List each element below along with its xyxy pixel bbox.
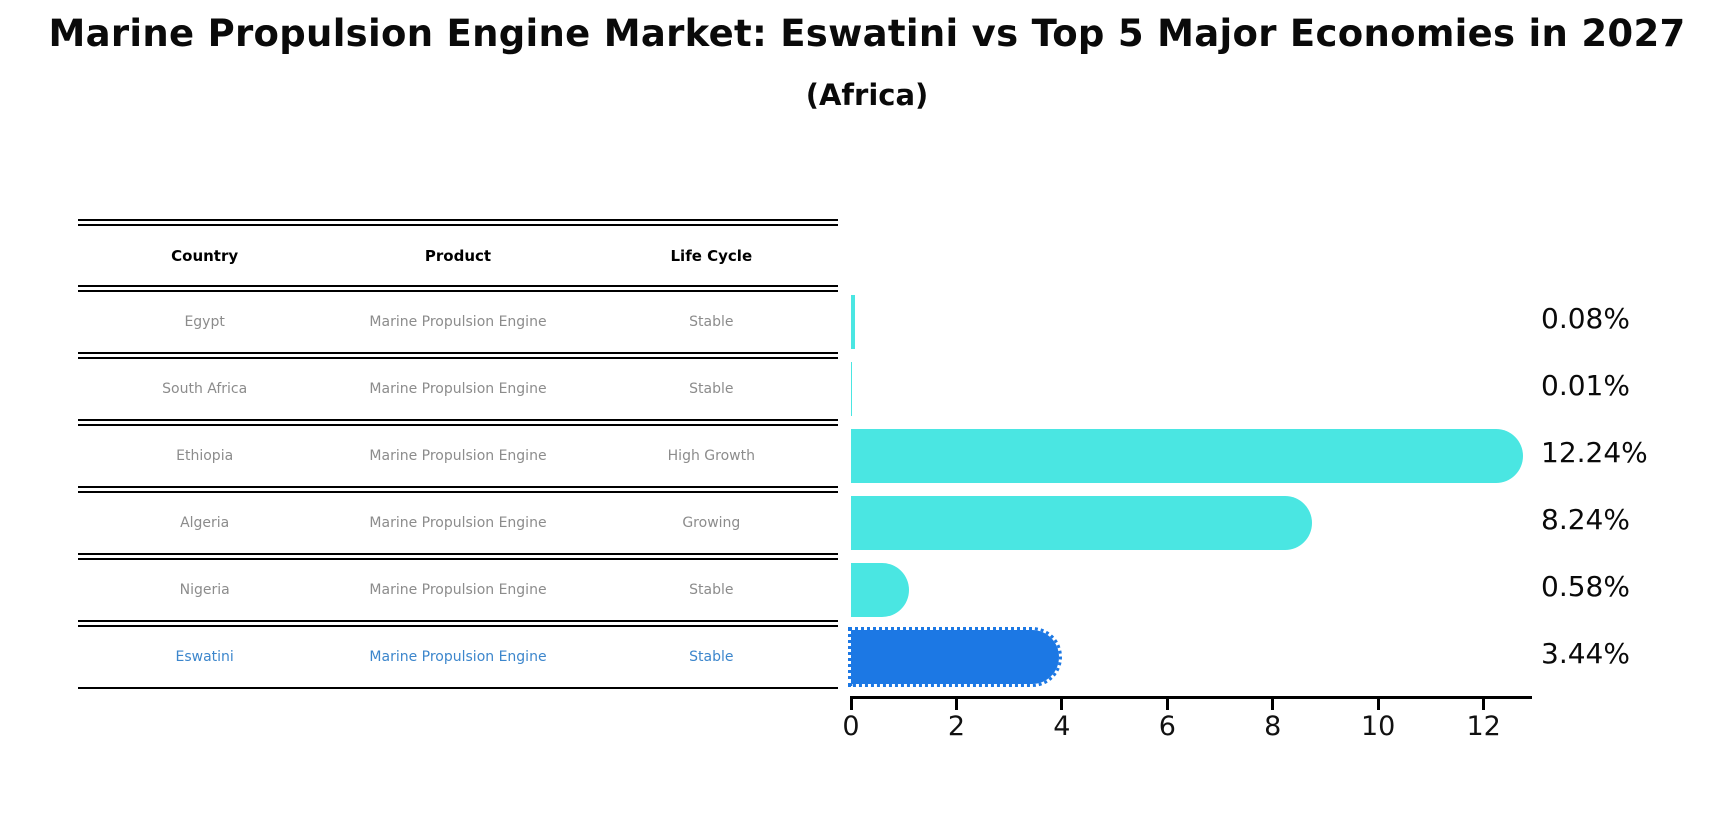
page-subtitle: (Africa) bbox=[805, 78, 929, 112]
cell-product: Marine Propulsion Engine bbox=[369, 381, 547, 397]
x-axis-tick-label: 12 bbox=[1466, 711, 1501, 742]
x-axis-tick bbox=[1271, 699, 1275, 710]
cell-country: Egypt bbox=[184, 314, 225, 330]
value-label: 8.24% bbox=[1541, 503, 1630, 536]
x-axis-tick-label: 6 bbox=[1158, 711, 1176, 742]
table-row: Nigeria Marine Propulsion Engine Stable bbox=[78, 560, 838, 620]
table-row: Ethiopia Marine Propulsion Engine High G… bbox=[78, 426, 838, 486]
column-header-country: Country bbox=[171, 246, 239, 265]
cell-product: Marine Propulsion Engine bbox=[369, 448, 547, 464]
row-separator bbox=[78, 553, 838, 560]
table-bottom-border bbox=[78, 687, 838, 689]
column-header-product: Product bbox=[424, 246, 492, 265]
table-row: Algeria Marine Propulsion Engine Growing bbox=[78, 493, 838, 553]
x-axis-tick bbox=[1165, 699, 1169, 710]
cell-life-cycle: Growing bbox=[682, 515, 741, 531]
table-row: Eswatini Marine Propulsion Engine Stable bbox=[78, 627, 838, 687]
row-separator bbox=[78, 486, 838, 493]
bar-south-africa bbox=[851, 362, 852, 416]
table-row: South Africa Marine Propulsion Engine St… bbox=[78, 359, 838, 419]
value-label: 0.58% bbox=[1541, 570, 1630, 603]
x-axis-tick bbox=[954, 699, 958, 710]
bar-egypt bbox=[851, 295, 855, 349]
x-axis-tick-label: 4 bbox=[1053, 711, 1071, 742]
page-title: Marine Propulsion Engine Market: Eswatin… bbox=[48, 12, 1686, 55]
cell-country: Eswatini bbox=[175, 649, 234, 665]
cell-life-cycle: Stable bbox=[689, 582, 734, 598]
row-separator bbox=[78, 620, 838, 627]
bar-ethiopia bbox=[851, 429, 1523, 483]
comparison-table: Country Product Life Cycle Egypt Marine … bbox=[78, 219, 838, 689]
cell-product: Marine Propulsion Engine bbox=[369, 649, 547, 665]
column-header-life-cycle: Life Cycle bbox=[670, 246, 753, 265]
cell-country: Algeria bbox=[180, 515, 230, 531]
x-axis-tick-label: 2 bbox=[947, 711, 966, 742]
cell-life-cycle: Stable bbox=[689, 381, 734, 397]
cell-life-cycle: High Growth bbox=[667, 448, 755, 464]
bar-eswatini bbox=[848, 627, 1062, 687]
table-top-border bbox=[78, 219, 838, 226]
x-axis-tick-label: 10 bbox=[1361, 711, 1396, 742]
table-row: Egypt Marine Propulsion Engine Stable bbox=[78, 292, 838, 352]
cell-country: Ethiopia bbox=[176, 448, 234, 464]
value-label: 0.01% bbox=[1541, 369, 1630, 402]
table-header-row: Country Product Life Cycle bbox=[78, 226, 838, 285]
bar-nigeria bbox=[851, 563, 909, 617]
x-axis-tick-label: 0 bbox=[842, 711, 860, 742]
cell-life-cycle: Stable bbox=[689, 649, 734, 665]
row-separator bbox=[78, 352, 838, 359]
x-axis-tick bbox=[1482, 699, 1486, 710]
table-body: Egypt Marine Propulsion Engine Stable So… bbox=[78, 285, 838, 687]
cell-product: Marine Propulsion Engine bbox=[369, 515, 547, 531]
cell-product: Marine Propulsion Engine bbox=[369, 582, 547, 598]
x-axis-line bbox=[850, 696, 1532, 699]
cell-product: Marine Propulsion Engine bbox=[369, 314, 547, 330]
cell-country: Nigeria bbox=[179, 582, 230, 598]
x-axis-tick-label: 8 bbox=[1264, 711, 1282, 742]
value-label: 12.24% bbox=[1541, 436, 1648, 469]
row-separator bbox=[78, 285, 838, 292]
bar-algeria bbox=[851, 496, 1312, 550]
x-axis-tick bbox=[1060, 699, 1064, 710]
cell-country: South Africa bbox=[162, 381, 248, 397]
value-label: 3.44% bbox=[1541, 637, 1630, 670]
cell-life-cycle: Stable bbox=[689, 314, 734, 330]
row-separator bbox=[78, 419, 838, 426]
value-label: 0.08% bbox=[1541, 302, 1630, 335]
x-axis-tick bbox=[1376, 699, 1380, 710]
x-axis-tick bbox=[849, 699, 853, 710]
